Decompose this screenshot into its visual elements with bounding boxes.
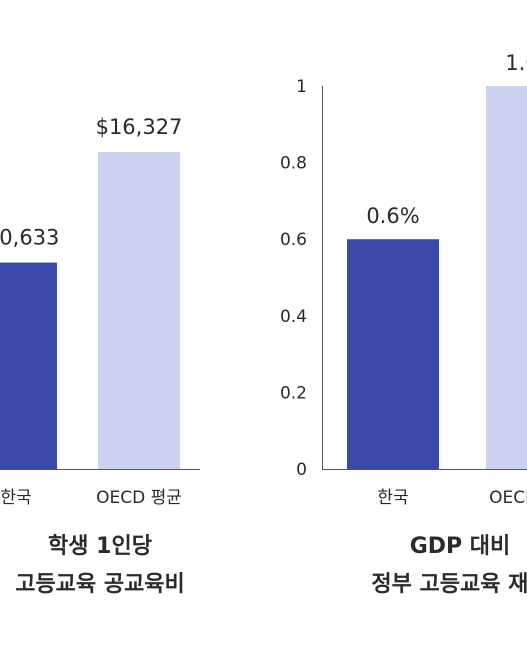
chart1-category-label-0: 한국 [0,488,31,508]
chart2-y-tick-label-0: 0 [296,460,307,480]
chart1-value-label-1: $16,327 [96,115,183,139]
chart2-value-label-1: 1.0% [505,51,527,75]
chart2-y-tick-label-1: 0.2 [280,383,307,403]
chart2-y-tick-label-5: 1 [296,77,307,97]
chart2-bar-1 [486,86,527,469]
chart2-caption: GDP 대비 정부 고등교육 재정 [330,528,527,604]
chart-gdp-share: 0 0.2 0.4 0.6 0.8 1 0.6% 한국 1.0% OECD 평균 [280,51,527,508]
chart-per-student-spending: $10,633 한국 $16,327 OECD 평균 [0,115,200,508]
chart2-caption-line1: GDP 대비 [409,534,511,559]
chart2-caption-line2: 정부 고등교육 재정 [371,572,527,597]
chart1-caption: 학생 1인당 고등교육 공교육비 [0,528,220,604]
chart2-category-label-0: 한국 [377,488,408,508]
chart2-y-tick-label-2: 0.4 [280,307,307,327]
chart1-bar-0 [0,262,57,469]
chart1-caption-line2: 고등교육 공교육비 [15,572,185,597]
chart1-value-label-0: $10,633 [0,226,59,250]
chart1-caption-line1: 학생 1인당 [48,534,152,559]
chart2-bar-0 [347,239,439,469]
chart2-y-tick-label-3: 0.6 [280,230,307,250]
chart1-bar-1 [98,152,180,469]
chart2-category-label-1: OECD 평균 [489,488,527,508]
chart2-value-label-0: 0.6% [366,204,419,228]
chart2-y-tick-label-4: 0.8 [280,154,307,174]
chart1-category-label-1: OECD 평균 [96,488,182,508]
